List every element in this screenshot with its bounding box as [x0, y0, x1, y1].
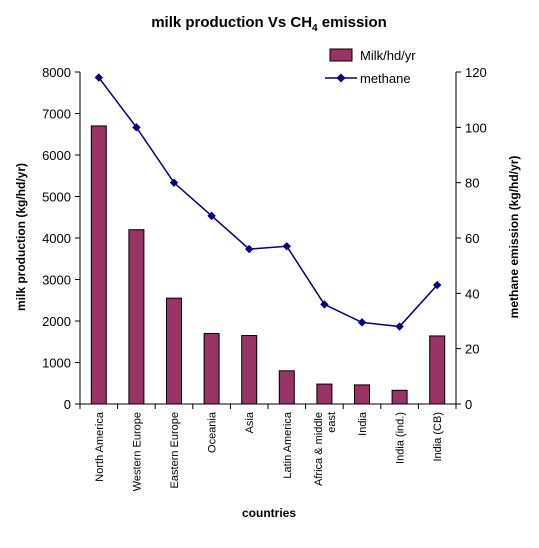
- legend-diamond-marker: [336, 73, 346, 83]
- chart-title-subscript: 4: [312, 23, 318, 34]
- methane-point-3: [207, 211, 216, 221]
- y2-tick-label-6: 120: [465, 65, 487, 80]
- bar-8: [391, 389, 408, 405]
- chart-title: milk production Vs CH4 emission: [151, 14, 387, 34]
- methane-series-line: [98, 77, 438, 328]
- x-category-label-line: Asia: [244, 411, 256, 433]
- x-category-label-line: Latin America: [282, 411, 294, 479]
- bar-7: [354, 384, 370, 405]
- methane-point-0: [94, 73, 103, 82]
- y-tick-label-4: 4000: [42, 231, 71, 246]
- x-category-label-line: India: [357, 411, 369, 436]
- bar-2: [166, 297, 182, 405]
- methane-point-7: [357, 318, 367, 327]
- y2-tick-label-1: 20: [465, 342, 479, 357]
- x-category-label-line: Western Europe: [131, 412, 143, 491]
- x-category-label-line: Eastern Europe: [169, 412, 181, 488]
- y2-tick-label-3: 60: [465, 231, 479, 246]
- x-category-label-9: India (CB): [432, 412, 444, 462]
- y-tick-label-6: 6000: [42, 148, 71, 163]
- y-tick-label-3: 3000: [42, 273, 71, 288]
- x-category-label-line: Africa & middle: [313, 412, 325, 486]
- methane-point-6: [320, 300, 329, 309]
- methane-point-9: [433, 280, 442, 290]
- x-category-label-3: Oceania: [207, 411, 219, 453]
- x-category-label-2: Eastern Europe: [169, 412, 181, 488]
- plot-area: 0 1000 2000 3000 4000 5000 6000 7000 8000 0 20 40 60…: [42, 65, 487, 491]
- y2-tick-label-5: 100: [465, 120, 487, 135]
- legend: Milk/hd/yr methane: [325, 48, 416, 86]
- bar-1: [128, 229, 145, 405]
- legend-label-milk: Milk/hd/yr: [360, 48, 416, 63]
- methane-point-5: [282, 242, 291, 251]
- x-axis-title: countries: [242, 506, 296, 520]
- x-category-label-line: Oceania: [207, 411, 219, 453]
- x-category-label-line: India (CB): [432, 412, 444, 462]
- y2-tick-label-4: 80: [465, 176, 479, 191]
- x-category-label-line: North America: [94, 411, 106, 482]
- y-tick-label-5: 5000: [42, 190, 71, 205]
- bar-0: [90, 125, 107, 405]
- methane-point-1: [132, 123, 141, 132]
- methane-point-8: [395, 322, 404, 331]
- x-category-label-8: India (ind.): [395, 412, 407, 464]
- x-category-label-7: India: [357, 411, 369, 436]
- y2-tick-label-2: 40: [465, 286, 479, 301]
- bar-4: [241, 335, 258, 405]
- methane-point-4: [245, 244, 254, 254]
- x-category-label-4: Asia: [244, 411, 256, 433]
- y-axis-title: milk production (kg/hd/yr): [14, 163, 28, 311]
- y-tick-label-2: 2000: [42, 314, 71, 329]
- y2-tick-label-0: 0: [465, 397, 472, 412]
- bar-9: [429, 335, 446, 405]
- y-tick-label-1: 1000: [42, 356, 71, 371]
- x-category-label-6: Africa & middleeast: [313, 412, 338, 486]
- x-category-label-line: east: [326, 412, 338, 433]
- x-category-label-line: India (ind.): [395, 412, 407, 464]
- y-tick-label-8: 8000: [42, 65, 71, 80]
- bar-3: [203, 332, 220, 405]
- y2-axis-title: methane emission (kg/hd/yr): [507, 156, 521, 319]
- bar-5: [278, 370, 295, 405]
- legend-bar-swatch: [329, 48, 353, 62]
- methane-point-2: [169, 178, 179, 187]
- x-category-label-0: North America: [94, 411, 106, 482]
- y-tick-label-0: 0: [64, 397, 71, 412]
- x-category-label-5: Latin America: [282, 411, 294, 479]
- x-category-label-1: Western Europe: [131, 412, 143, 491]
- bar-6: [316, 383, 333, 405]
- y-tick-label-7: 7000: [42, 107, 71, 122]
- legend-label-methane: methane: [360, 71, 411, 86]
